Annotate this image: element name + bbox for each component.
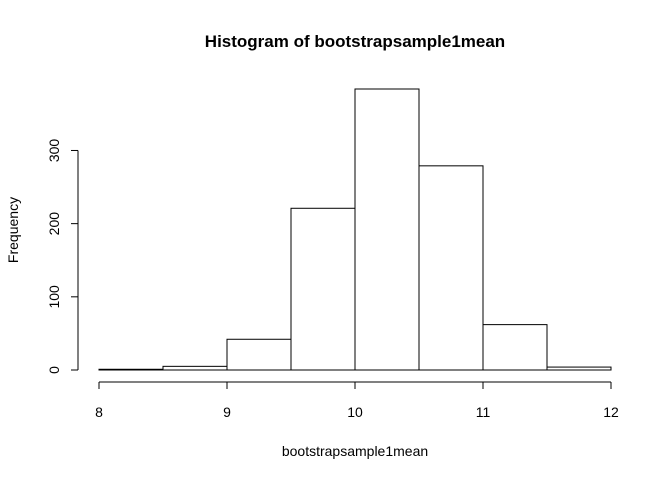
y-tick-label-3: 300 xyxy=(46,139,62,163)
y-tick-label-2: 200 xyxy=(46,212,62,236)
histogram-bar-7 xyxy=(546,366,612,371)
x-tick-label-3: 11 xyxy=(476,404,491,420)
histogram-bar-1 xyxy=(162,365,228,371)
y-tick-label-1: 100 xyxy=(46,285,62,309)
bars-group xyxy=(98,88,612,371)
histogram-bar-5 xyxy=(418,165,484,371)
histogram-bar-2 xyxy=(226,338,292,371)
chart-title: Histogram of bootstrapsample1mean xyxy=(205,32,505,51)
y-tick-label-0: 0 xyxy=(46,366,62,374)
y-axis-label: Frequency xyxy=(5,197,21,263)
x-tick-label-0: 8 xyxy=(95,404,103,420)
x-tick-label-1: 9 xyxy=(223,404,231,420)
histogram-bar-4 xyxy=(354,88,420,371)
histogram-bar-6 xyxy=(482,324,548,371)
x-tick-label-2: 10 xyxy=(347,404,363,420)
histogram-bar-0 xyxy=(98,368,164,371)
x-axis: 8 9 10 11 12 xyxy=(95,381,619,420)
y-axis: 0 100 200 300 xyxy=(46,139,79,374)
histogram-bar-3 xyxy=(290,207,356,371)
x-tick-label-4: 12 xyxy=(603,404,619,420)
x-axis-label: bootstrapsample1mean xyxy=(282,443,428,459)
